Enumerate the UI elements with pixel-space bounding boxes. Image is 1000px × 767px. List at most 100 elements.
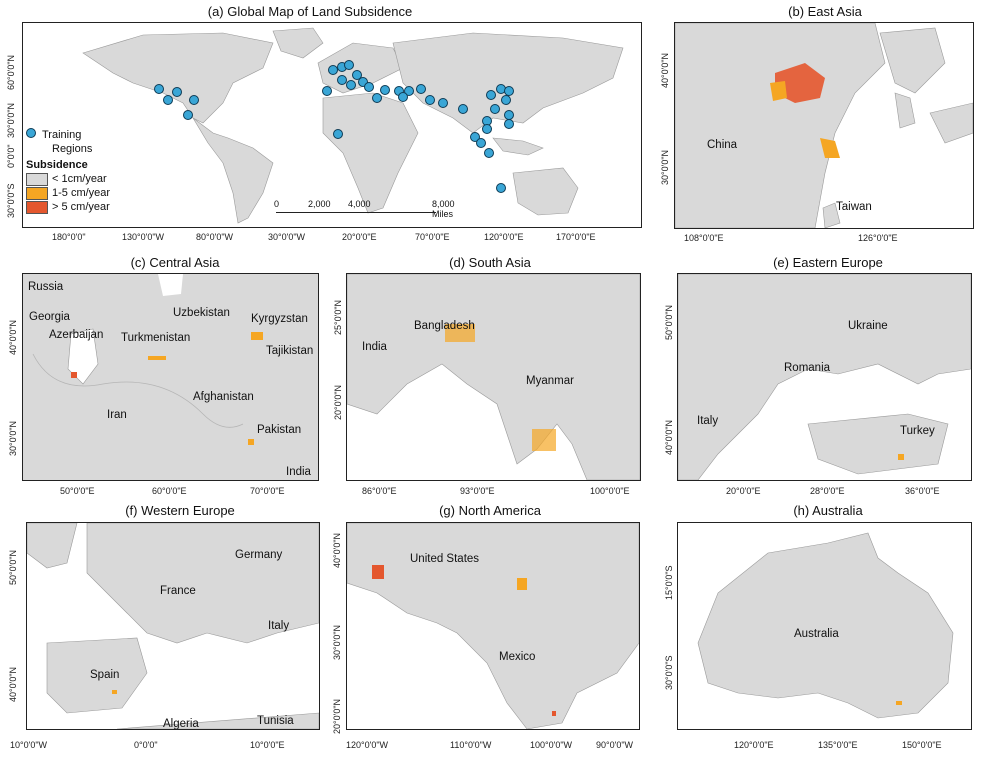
training-dot [352,70,362,80]
label-pakistan: Pakistan [257,424,302,436]
y-tick: 40°0'0"N [8,319,18,355]
panel-b-map: China Taiwan [674,22,974,229]
x-tick: 80°0'0"W [196,232,234,242]
training-dot [476,138,486,148]
training-dot [337,75,347,85]
training-dot [501,95,511,105]
training-dot [398,92,408,102]
label-algeria: Algeria [163,718,199,730]
training-dot [346,80,356,90]
label-ukraine: Ukraine [848,320,888,332]
y-tick: 40°0'0"N [332,532,342,568]
panel-f-title: (f) Western Europe [125,503,235,518]
panel-d-title: (d) South Asia [449,255,531,270]
x-tick: 70°0'0"E [250,486,285,496]
scale-tick: 4,000 [348,199,371,209]
x-tick: 0°0'0" [134,740,158,750]
training-dot [163,95,173,105]
x-tick: 60°0'0"E [152,486,187,496]
label-afghanistan: Afghanistan [193,391,254,403]
panel-h-map: Australia [677,522,972,730]
legend-mid: 1-5 cm/year [52,187,111,199]
panel-e-title: (e) Eastern Europe [773,255,883,270]
y-tick: 20°0'0"N [332,698,342,734]
y-tick: 30°0'0"S [6,183,16,218]
y-tick: 40°0'0"N [660,52,670,88]
training-dot [380,85,390,95]
training-label-1: Training [42,129,82,141]
scale-tick: 0 [274,199,280,209]
x-tick: 28°0'0"E [810,486,845,496]
training-label-2: Regions [52,143,93,155]
panel-f-map: Germany France Italy Spain Algeria Tunis… [26,522,320,730]
label-spain: Spain [90,669,120,681]
x-tick: 50°0'0"E [60,486,95,496]
panel-b-landmass [675,23,973,228]
training-dot [183,110,193,120]
training-dot [154,84,164,94]
training-dot [172,87,182,97]
subsidence-legend-title: Subsidence [26,159,88,171]
x-tick: 126°0'0"E [858,233,898,243]
training-dot [189,95,199,105]
y-tick: 30°0'0"N [332,624,342,660]
label-india: India [362,341,387,353]
training-legend-dot [26,128,36,138]
x-tick: 120°0'0"E [484,232,524,242]
panel-e-map: Ukraine Romania Italy Turkey [677,273,972,481]
x-tick: 108°0'0"E [684,233,724,243]
y-tick: 15°0'0"S [664,565,674,600]
scale-bar: 0 2,000 4,000 8,000 Miles [274,199,476,219]
x-tick: 86°0'0"E [362,486,397,496]
y-tick: 30°0'0"N [8,420,18,456]
y-tick: 30°0'0"N [660,149,670,185]
panel-c-map: Russia Georgia Azerbaijan Uzbekistan Kyr… [22,273,319,481]
training-dot [416,84,426,94]
x-tick: 100°0'0"E [590,486,630,496]
label-azerbaijan: Azerbaijan [49,329,104,341]
training-dot [404,86,414,96]
x-tick: 10°0'0"E [250,740,285,750]
training-dot [333,129,343,139]
x-tick: 20°0'0"E [342,232,377,242]
panel-g-map: United States Mexico [346,522,640,730]
x-tick: 100°0'0"W [530,740,573,750]
label-russia: Russia [28,281,64,293]
y-tick: 30°0'0"S [664,655,674,690]
x-tick: 170°0'0"E [556,232,596,242]
x-tick: 135°0'0"E [818,740,858,750]
training-dot [372,93,382,103]
panel-a-title: (a) Global Map of Land Subsidence [207,4,413,19]
training-dot [482,124,492,134]
training-dot [490,104,500,114]
training-dot [470,132,480,142]
training-dot [344,60,354,70]
mid-swatch [26,186,48,200]
training-dot [438,98,448,108]
y-tick: 30°0'0"N [6,102,16,138]
low-swatch [26,172,48,186]
y-tick: 50°0'0"N [664,304,674,340]
panel-h-title: (h) Australia [793,503,863,518]
x-tick: 90°0'0"W [596,740,634,750]
x-tick: 180°0'0" [52,232,86,242]
training-dot [496,183,506,193]
y-tick: 60°0'0"N [6,54,16,90]
x-tick: 120°0'0"E [734,740,774,750]
label-china: China [707,139,738,151]
label-turkey: Turkey [900,425,935,437]
label-mexico: Mexico [499,651,536,663]
training-dot [486,90,496,100]
y-tick: 50°0'0"N [8,549,18,585]
label-germany: Germany [235,549,283,561]
panel-e-landmass [678,274,971,480]
y-tick: 0°0'0" [6,144,16,168]
label-italy: Italy [268,620,290,632]
panel-f-landmass [27,523,319,729]
label-iran: Iran [107,409,127,421]
training-dot [504,119,514,129]
label-bangladesh: Bangladesh [414,320,475,332]
label-india: India [286,466,311,478]
label-kyrgyzstan: Kyrgyzstan [251,313,308,325]
panel-a-legend: Training Regions Subsidence < 1cm/year 1… [26,128,110,214]
